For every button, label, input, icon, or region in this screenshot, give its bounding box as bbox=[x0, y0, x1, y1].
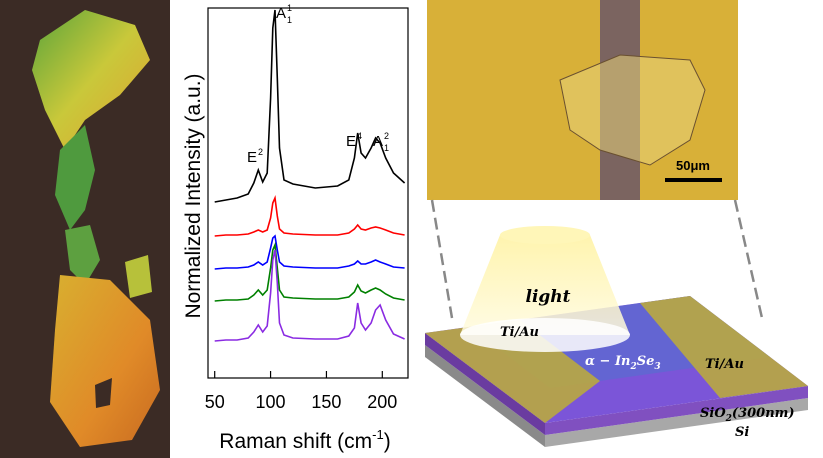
electrode-label: Ti/Au bbox=[705, 357, 744, 372]
x-tick-label: 100 bbox=[256, 392, 286, 412]
spectrum-line bbox=[215, 198, 405, 236]
x-axis-label-text: Raman shift (cm bbox=[219, 430, 372, 453]
plot-frame bbox=[208, 8, 408, 378]
oxide-label-part: SiO bbox=[700, 406, 726, 421]
x-tick-label: 200 bbox=[367, 392, 397, 412]
x-axis-label-close: ) bbox=[384, 430, 391, 453]
peak-label-sup: 2 bbox=[384, 131, 389, 141]
device-photo: 50μm bbox=[427, 0, 738, 200]
y-axis-label: Normalized Intensity (a.u.) bbox=[182, 73, 205, 318]
peak-label: E bbox=[247, 149, 257, 166]
oxide-label-part: (300nm) bbox=[732, 406, 795, 421]
spectrum-line bbox=[215, 245, 405, 301]
peak-label-sub: 1 bbox=[384, 143, 389, 153]
x-tick-label: 50 bbox=[205, 392, 225, 412]
substrate-label: Si bbox=[735, 425, 749, 440]
channel-label-part: α − In bbox=[585, 354, 630, 369]
scale-bar-label: 50μm bbox=[676, 158, 710, 173]
device-schematic: light Ti/Au Ti/Au α − In2Se3 SiO2(300nm)… bbox=[425, 226, 808, 447]
peak-label: A bbox=[373, 133, 383, 150]
channel-label-sub: 2 bbox=[629, 362, 636, 372]
peak-label-sup: 4 bbox=[357, 131, 362, 141]
peak-label: E bbox=[346, 133, 356, 150]
peak-label-sub: 1 bbox=[287, 15, 292, 25]
spectrum-line bbox=[215, 236, 405, 269]
flake-micrograph bbox=[0, 0, 170, 458]
peak-label-sup: 1 bbox=[287, 3, 292, 13]
electrode-label: Ti/Au bbox=[500, 325, 539, 340]
light-label: light bbox=[525, 287, 570, 307]
x-axis-label-sup: -1 bbox=[372, 427, 384, 442]
peak-label-sup: 2 bbox=[258, 147, 263, 157]
x-axis-label: Raman shift (cm-1) bbox=[219, 427, 390, 453]
channel-label-part: Se bbox=[637, 354, 655, 369]
peak-label: A bbox=[276, 5, 286, 22]
spectrum-line bbox=[215, 10, 405, 202]
spectrum-line bbox=[215, 250, 405, 341]
channel-label-sub: 3 bbox=[654, 362, 660, 372]
oxide-label-sub: 2 bbox=[725, 414, 732, 424]
figure: Normalized Intensity (a.u.) Raman shift … bbox=[0, 0, 823, 458]
x-tick-label: 150 bbox=[311, 392, 341, 412]
